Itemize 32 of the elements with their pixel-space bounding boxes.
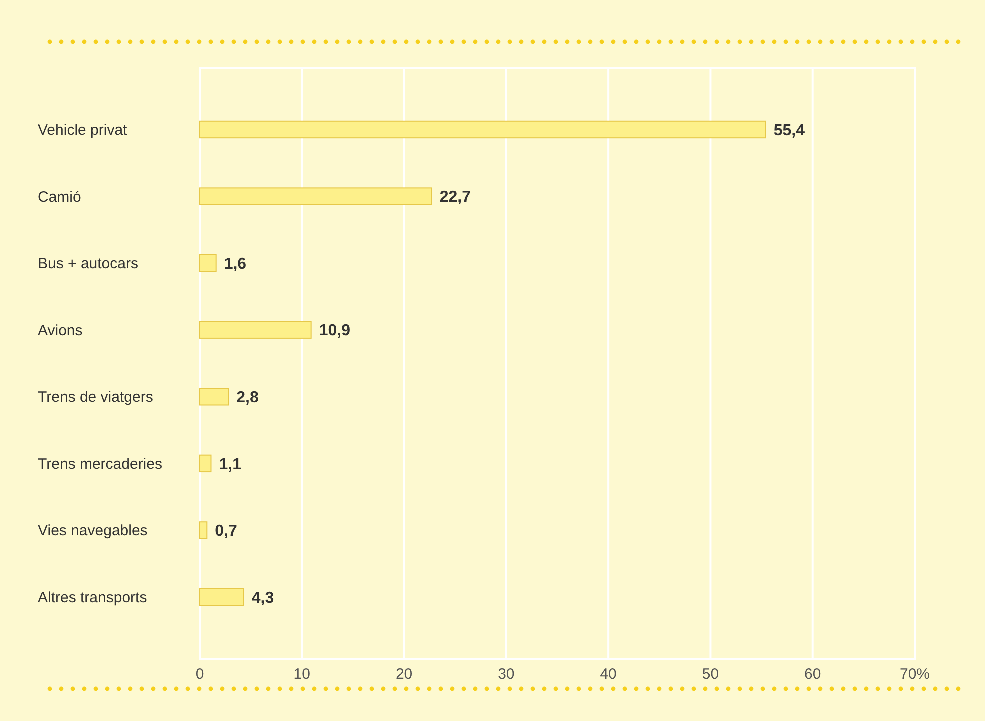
- y-tick-label: Trens de viatgers: [38, 389, 154, 406]
- y-tick-label: Camió: [38, 188, 82, 206]
- data-label: 22,7: [440, 189, 472, 206]
- bar: [200, 120, 766, 139]
- x-tick-label: 40: [600, 666, 617, 683]
- bar: [200, 588, 244, 606]
- data-label: 2,8: [236, 389, 259, 406]
- x-tick-label: 20: [396, 666, 413, 683]
- data-label: 0,7: [215, 523, 238, 540]
- bar: [200, 254, 217, 272]
- x-tick-label: 10: [294, 666, 310, 683]
- x-tick-label: 50: [702, 666, 720, 683]
- data-label: 55,4: [774, 122, 806, 140]
- data-label: 4,3: [252, 590, 274, 607]
- data-label: 10,9: [319, 322, 351, 340]
- x-tick-label: 60: [804, 666, 822, 683]
- bar: [200, 454, 212, 473]
- bar: [200, 321, 312, 339]
- data-label: 1,1: [219, 456, 242, 474]
- y-tick-label: Bus + autocars: [38, 256, 138, 273]
- y-tick-label: Trens mercaderies: [38, 456, 162, 473]
- x-tick-label: 70%: [900, 666, 930, 683]
- y-tick-label: Vehicle privat: [38, 122, 128, 139]
- x-tick-label: 30: [498, 666, 515, 683]
- y-tick-label: Vies navegables: [38, 522, 148, 540]
- y-tick-label: Altres transports: [38, 590, 148, 607]
- y-tick-label: Avions: [38, 322, 83, 340]
- bar: [200, 188, 432, 206]
- x-tick-label: 0: [196, 666, 204, 683]
- bar: [200, 522, 208, 540]
- data-label: 1,6: [224, 256, 247, 273]
- bar: [200, 388, 230, 406]
